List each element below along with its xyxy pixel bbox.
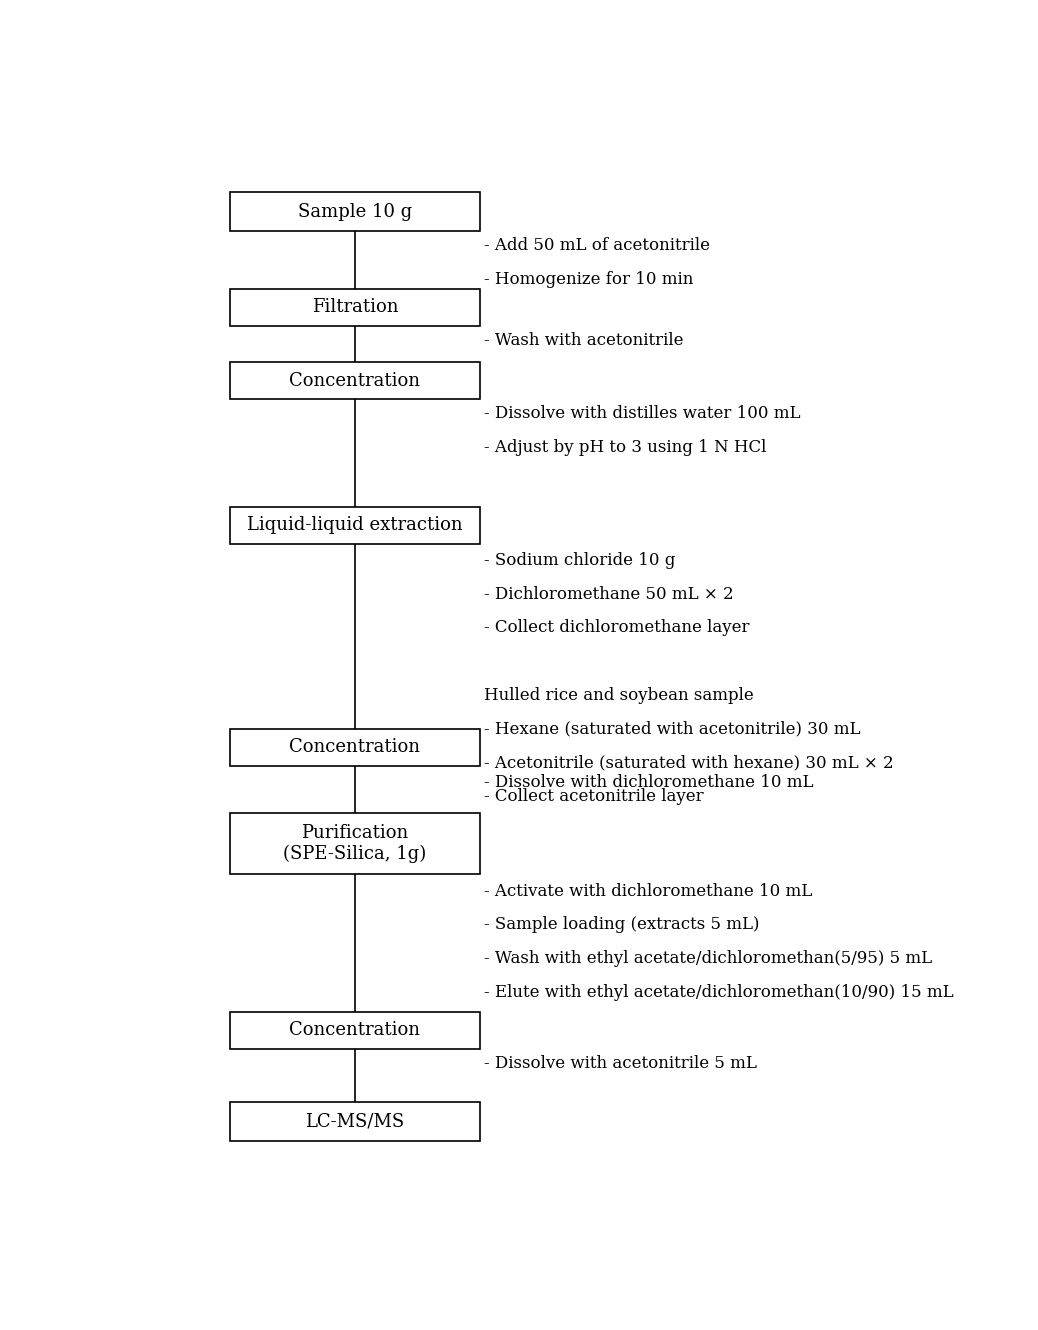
Text: - Dissolve with acetonitrile 5 mL: - Dissolve with acetonitrile 5 mL xyxy=(484,1055,757,1072)
Text: - Sodium chloride 10 g: - Sodium chloride 10 g xyxy=(484,552,675,569)
Text: - Collect dichloromethane layer: - Collect dichloromethane layer xyxy=(484,620,749,637)
FancyBboxPatch shape xyxy=(230,362,480,399)
Text: - Wash with acetonitrile: - Wash with acetonitrile xyxy=(484,331,683,348)
Text: - Add 50 mL of acetonitrile: - Add 50 mL of acetonitrile xyxy=(484,238,710,254)
Text: - Dissolve with dichloromethane 10 mL: - Dissolve with dichloromethane 10 mL xyxy=(484,774,813,791)
Text: - Hexane (saturated with acetonitrile) 30 mL: - Hexane (saturated with acetonitrile) 3… xyxy=(484,721,861,738)
Text: - Homogenize for 10 min: - Homogenize for 10 min xyxy=(484,271,693,289)
Text: - Sample loading (extracts 5 mL): - Sample loading (extracts 5 mL) xyxy=(484,916,759,934)
FancyBboxPatch shape xyxy=(230,1101,480,1141)
FancyBboxPatch shape xyxy=(230,729,480,766)
FancyBboxPatch shape xyxy=(230,813,480,874)
Text: - Wash with ethyl acetate/dichloromethan(5/95) 5 mL: - Wash with ethyl acetate/dichloromethan… xyxy=(484,950,932,967)
FancyBboxPatch shape xyxy=(230,289,480,326)
Text: Concentration: Concentration xyxy=(290,372,420,390)
Text: - Elute with ethyl acetate/dichloromethan(10/90) 15 mL: - Elute with ethyl acetate/dichlorometha… xyxy=(484,984,953,1001)
FancyBboxPatch shape xyxy=(230,1012,480,1048)
Text: Filtration: Filtration xyxy=(311,298,399,317)
Text: - Collect acetonitrile layer: - Collect acetonitrile layer xyxy=(484,789,704,806)
FancyBboxPatch shape xyxy=(230,507,480,544)
Text: - Activate with dichloromethane 10 mL: - Activate with dichloromethane 10 mL xyxy=(484,883,812,899)
Text: - Acetonitrile (saturated with hexane) 30 mL × 2: - Acetonitrile (saturated with hexane) 3… xyxy=(484,754,894,771)
Text: Purification
(SPE-Silica, 1g): Purification (SPE-Silica, 1g) xyxy=(283,825,427,863)
FancyBboxPatch shape xyxy=(230,193,480,231)
Text: - Adjust by pH to 3 using 1 N HCl: - Adjust by pH to 3 using 1 N HCl xyxy=(484,439,766,456)
Text: Concentration: Concentration xyxy=(290,1021,420,1039)
Text: Sample 10 g: Sample 10 g xyxy=(298,203,412,221)
Text: Hulled rice and soybean sample: Hulled rice and soybean sample xyxy=(484,688,754,704)
Text: LC-MS/MS: LC-MS/MS xyxy=(305,1112,405,1130)
Text: Liquid-liquid extraction: Liquid-liquid extraction xyxy=(247,516,463,535)
Text: - Dichloromethane 50 mL × 2: - Dichloromethane 50 mL × 2 xyxy=(484,585,733,602)
Text: - Dissolve with distilles water 100 mL: - Dissolve with distilles water 100 mL xyxy=(484,406,800,423)
Text: Concentration: Concentration xyxy=(290,738,420,757)
